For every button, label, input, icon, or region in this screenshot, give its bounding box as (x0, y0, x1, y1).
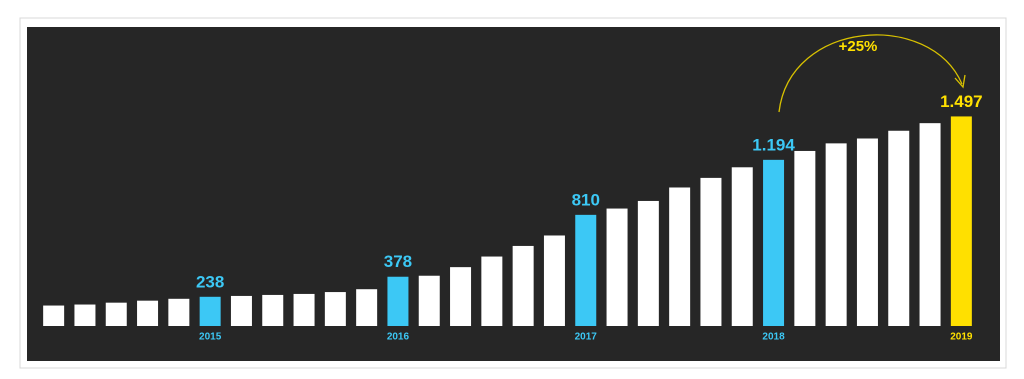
bar (543, 235, 565, 326)
x-tick-label: 2015 (199, 332, 222, 343)
growth-arc (778, 34, 963, 113)
bar (919, 123, 941, 327)
arc-arrowhead (954, 74, 966, 89)
bar (262, 294, 284, 326)
annotation: +25% (839, 38, 878, 55)
x-tick-label: 2017 (575, 332, 598, 343)
bar (105, 302, 127, 326)
x-tick-label: 2018 (762, 332, 785, 343)
value-label: 1.194 (752, 135, 795, 154)
bar (950, 116, 972, 327)
bar (825, 143, 847, 326)
bar (763, 159, 785, 326)
x-tick-label: 2016 (387, 332, 410, 343)
bar (731, 167, 753, 326)
bar (481, 256, 503, 326)
bar (637, 200, 659, 326)
bar (700, 177, 722, 326)
value-label: 1.497 (940, 92, 983, 111)
bar (888, 130, 910, 326)
bar (43, 305, 65, 326)
bar (324, 292, 346, 326)
bar (293, 293, 315, 326)
bar (606, 208, 628, 326)
bar (74, 304, 96, 326)
bar (168, 298, 190, 326)
bar (199, 296, 221, 326)
value-label: 378 (384, 252, 412, 271)
bar (794, 150, 816, 326)
bar (450, 267, 472, 326)
bar (356, 289, 378, 326)
bar (418, 275, 440, 326)
bar (137, 300, 159, 326)
bar (575, 214, 597, 326)
x-tick-label: 2019 (950, 332, 973, 343)
value-label: 238 (196, 272, 224, 291)
bar (512, 245, 534, 326)
bar (230, 295, 252, 326)
bar (387, 276, 409, 326)
value-label: 810 (572, 190, 600, 209)
bar (856, 138, 878, 326)
bar (669, 187, 691, 326)
